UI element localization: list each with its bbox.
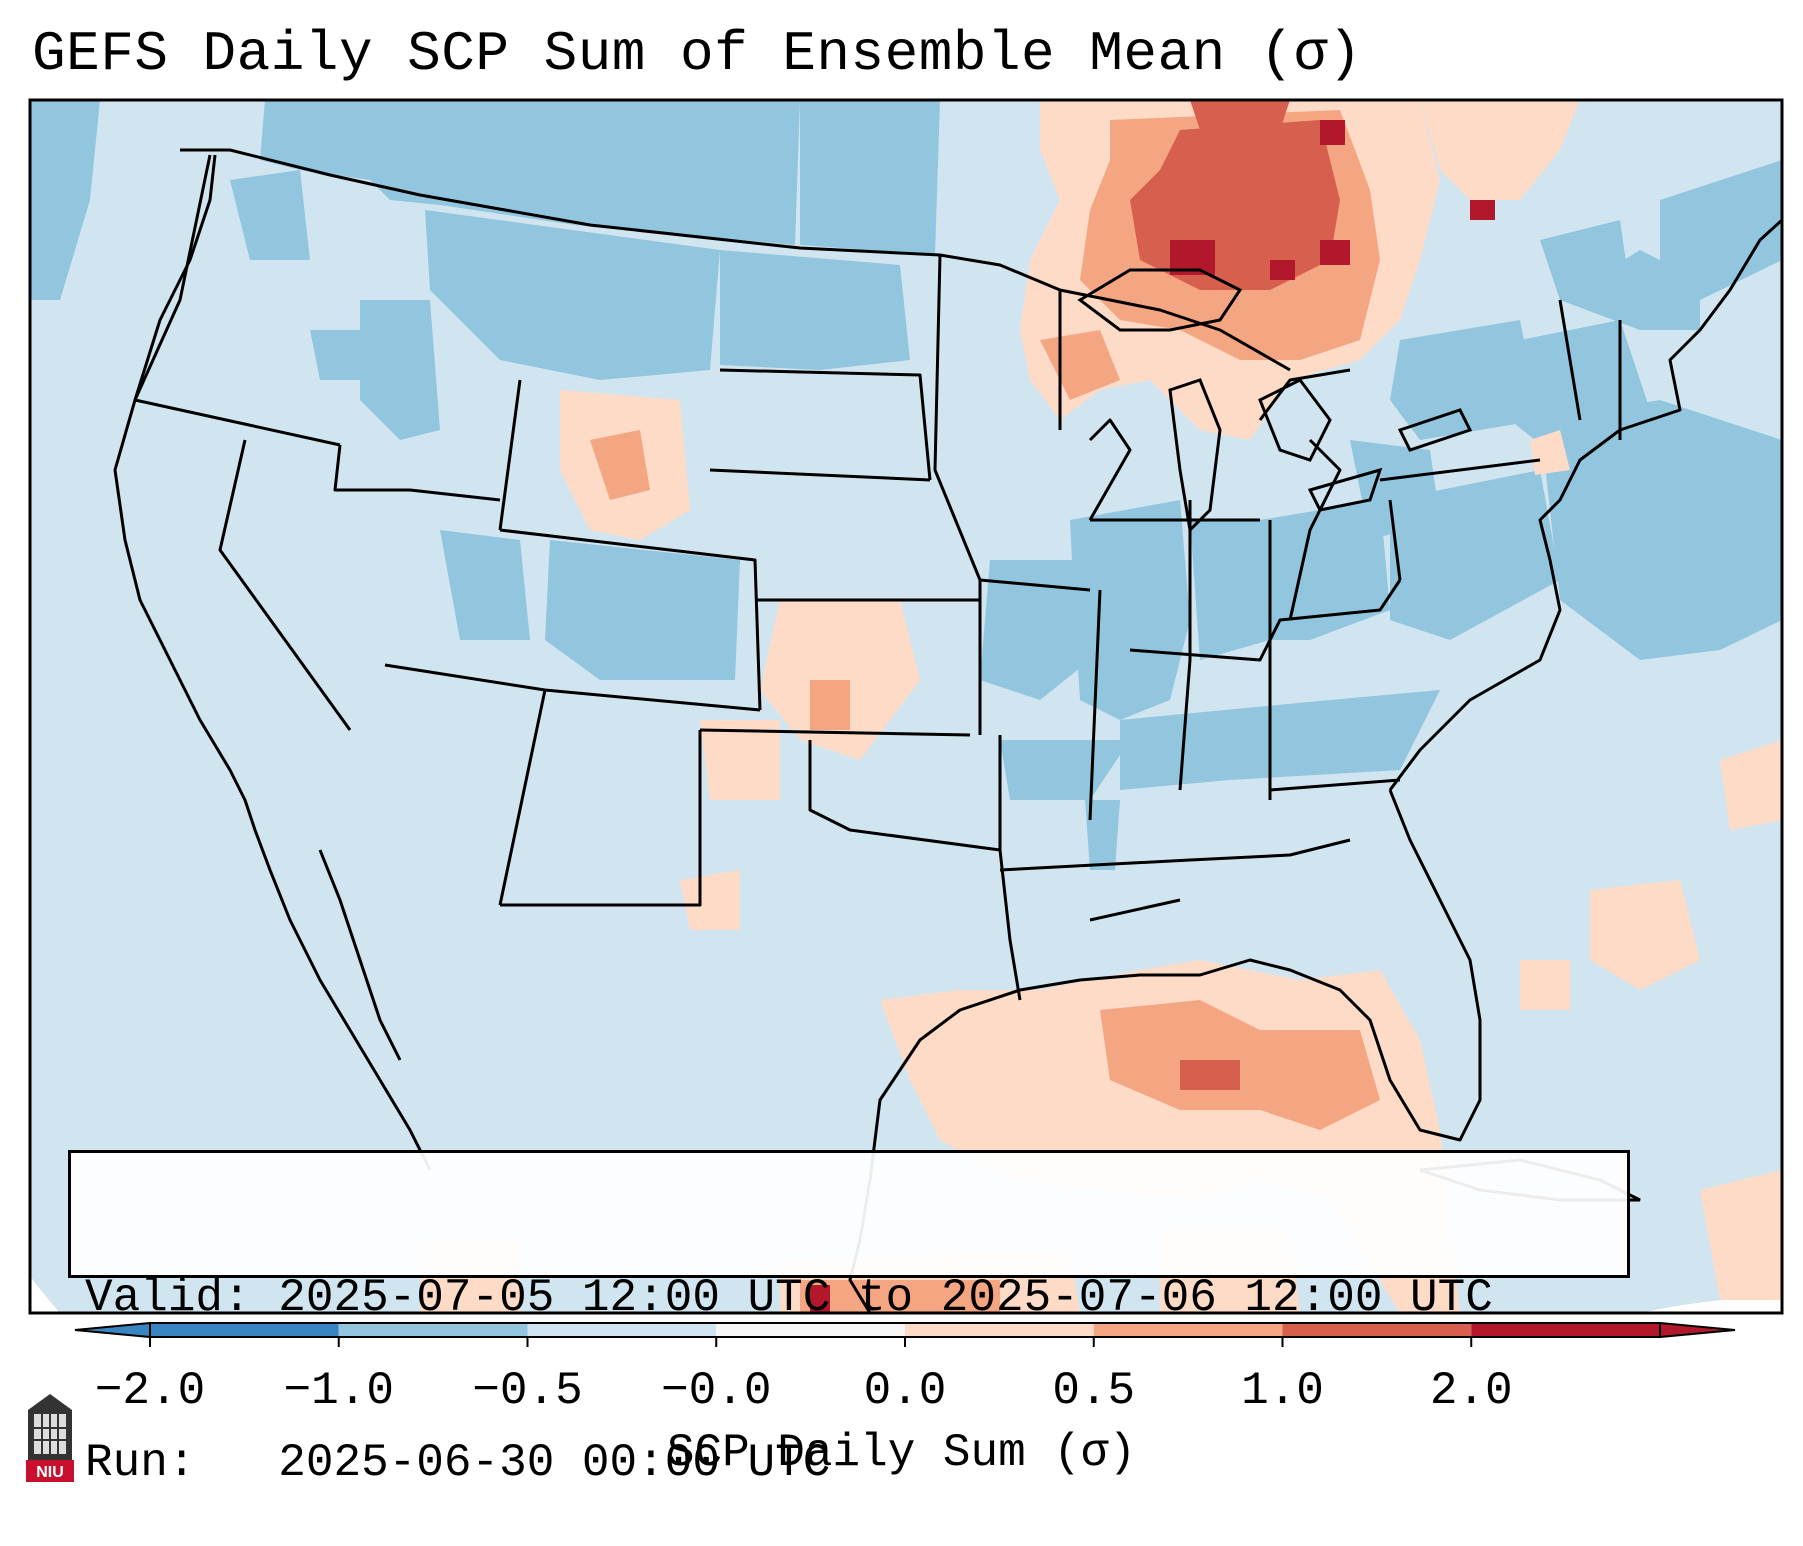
colorbar-segment xyxy=(716,1323,905,1337)
colorbar-segment xyxy=(338,1323,528,1337)
colorbar-extend-high xyxy=(1659,1321,1736,1339)
positive-anomaly-extreme xyxy=(810,120,1495,1313)
colorbar-tick-label: 1.0 xyxy=(1241,1365,1324,1417)
colorbar-segment xyxy=(527,1323,717,1337)
colorbar-tick-label: 2.0 xyxy=(1429,1365,1513,1417)
great-lakes xyxy=(1077,268,1473,534)
run-value: 2025-06-30 00:00 UTC xyxy=(278,1437,831,1489)
valid-row: Valid: 2025-07-05 12:00 UTC to 2025-07-0… xyxy=(85,1271,1627,1326)
valid-label: Valid: xyxy=(85,1272,251,1324)
map-field xyxy=(30,100,1782,1313)
map-frame xyxy=(28,98,1784,1315)
colorbar-tick-label: −1.0 xyxy=(283,1365,394,1417)
colorbar-segment xyxy=(150,1323,339,1337)
negative-anomaly-areas xyxy=(30,100,1782,870)
valid-value: 2025-07-05 12:00 UTC to 2025-07-06 12:00… xyxy=(278,1272,1493,1324)
colorbar-tick-label: 0.5 xyxy=(1052,1365,1136,1417)
colorbar-segment xyxy=(905,1323,1094,1337)
colorbar-tick-label: −0.0 xyxy=(661,1365,772,1417)
colorbar-segment xyxy=(1282,1323,1472,1337)
map-canvas xyxy=(28,98,1784,1347)
ocean-background xyxy=(30,100,1782,1313)
colorbar-tick-label: 0.0 xyxy=(863,1365,947,1417)
niu-logo-text: NIU xyxy=(36,1464,64,1481)
colorbar xyxy=(74,1321,1736,1347)
colorbar-label: SCP Daily Sum (σ) xyxy=(666,1427,1137,1479)
colorbar-tick-label: −2.0 xyxy=(94,1365,206,1417)
run-row: Run: 2025-06-30 00:00 UTC xyxy=(85,1436,1627,1491)
colorbar-segment xyxy=(1093,1323,1283,1337)
boundaries xyxy=(113,148,1782,1313)
colorbar-segment xyxy=(1471,1323,1660,1337)
validity-box: Valid: 2025-07-05 12:00 UTC to 2025-07-0… xyxy=(68,1150,1630,1489)
colorbar-tick-label: −0.5 xyxy=(472,1365,583,1417)
chart-title: GEFS Daily SCP Sum of Ensemble Mean (σ) xyxy=(32,22,1363,86)
run-label: Run: xyxy=(85,1437,196,1489)
niu-logo: NIU xyxy=(26,1394,74,1482)
